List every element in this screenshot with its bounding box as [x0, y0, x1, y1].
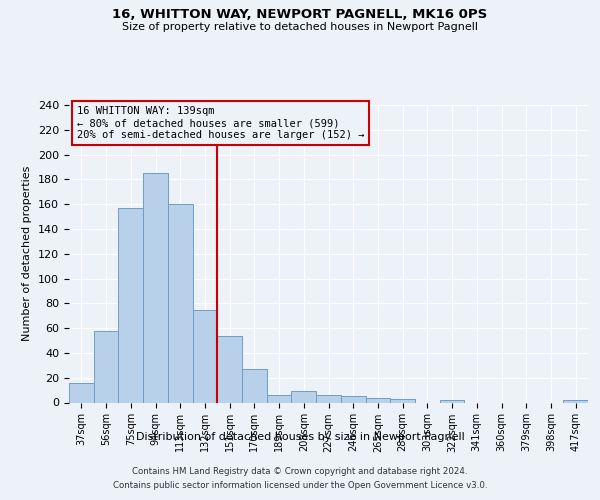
Text: Distribution of detached houses by size in Newport Pagnell: Distribution of detached houses by size … [136, 432, 464, 442]
Bar [292, 392, 316, 402]
Bar [563, 400, 588, 402]
Text: Contains HM Land Registry data © Crown copyright and database right 2024.: Contains HM Land Registry data © Crown c… [132, 468, 468, 476]
Bar [341, 396, 365, 402]
Bar [118, 208, 143, 402]
Bar [316, 395, 341, 402]
Text: Size of property relative to detached houses in Newport Pagnell: Size of property relative to detached ho… [122, 22, 478, 32]
Bar [168, 204, 193, 402]
Bar [94, 330, 118, 402]
Text: Contains public sector information licensed under the Open Government Licence v3: Contains public sector information licen… [113, 481, 487, 490]
Bar [242, 369, 267, 402]
Bar [193, 310, 217, 402]
Text: 16 WHITTON WAY: 139sqm
← 80% of detached houses are smaller (599)
20% of semi-de: 16 WHITTON WAY: 139sqm ← 80% of detached… [77, 106, 364, 140]
Bar [69, 382, 94, 402]
Text: 16, WHITTON WAY, NEWPORT PAGNELL, MK16 0PS: 16, WHITTON WAY, NEWPORT PAGNELL, MK16 0… [112, 8, 488, 20]
Bar [390, 399, 415, 402]
Bar [440, 400, 464, 402]
Bar [143, 173, 168, 402]
Bar [217, 336, 242, 402]
Bar [267, 395, 292, 402]
Y-axis label: Number of detached properties: Number of detached properties [22, 166, 32, 342]
Bar [365, 398, 390, 402]
